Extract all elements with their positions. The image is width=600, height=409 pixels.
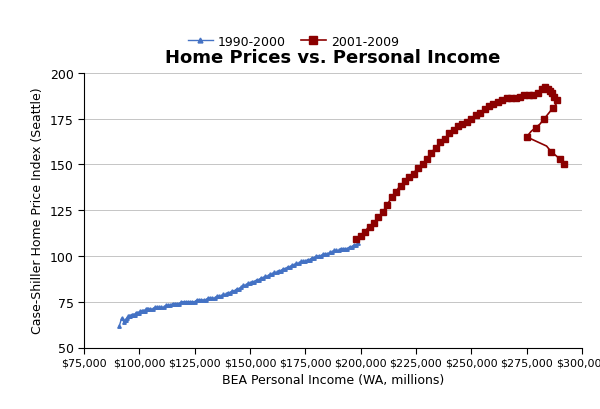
2001-2009	[541, 86, 548, 91]
1990-2000	[355, 241, 362, 246]
X-axis label: BEA Personal Income (WA, millions): BEA Personal Income (WA, millions)	[222, 373, 444, 387]
Title: Home Prices vs. Personal Income: Home Prices vs. Personal Income	[166, 49, 500, 67]
1990-2000	[116, 323, 123, 328]
1990-2000	[162, 303, 169, 308]
Y-axis label: Case-Shiller Home Price Index (Seattle): Case-Shiller Home Price Index (Seattle)	[31, 88, 44, 334]
1990-2000	[299, 259, 307, 264]
Legend: 1990-2000, 2001-2009: 1990-2000, 2001-2009	[182, 31, 404, 54]
2001-2009	[353, 237, 360, 242]
2001-2009	[415, 166, 422, 171]
1990-2000	[238, 285, 245, 290]
1990-2000	[147, 307, 154, 312]
2001-2009	[466, 119, 473, 124]
2001-2009	[408, 173, 415, 178]
Line: 1990-2000: 1990-2000	[118, 242, 360, 328]
2001-2009	[560, 162, 568, 167]
1990-2000	[273, 270, 280, 275]
2001-2009	[443, 135, 451, 140]
Line: 2001-2009: 2001-2009	[353, 85, 567, 243]
2001-2009	[494, 100, 502, 105]
2001-2009	[552, 153, 559, 158]
1990-2000	[346, 245, 353, 249]
